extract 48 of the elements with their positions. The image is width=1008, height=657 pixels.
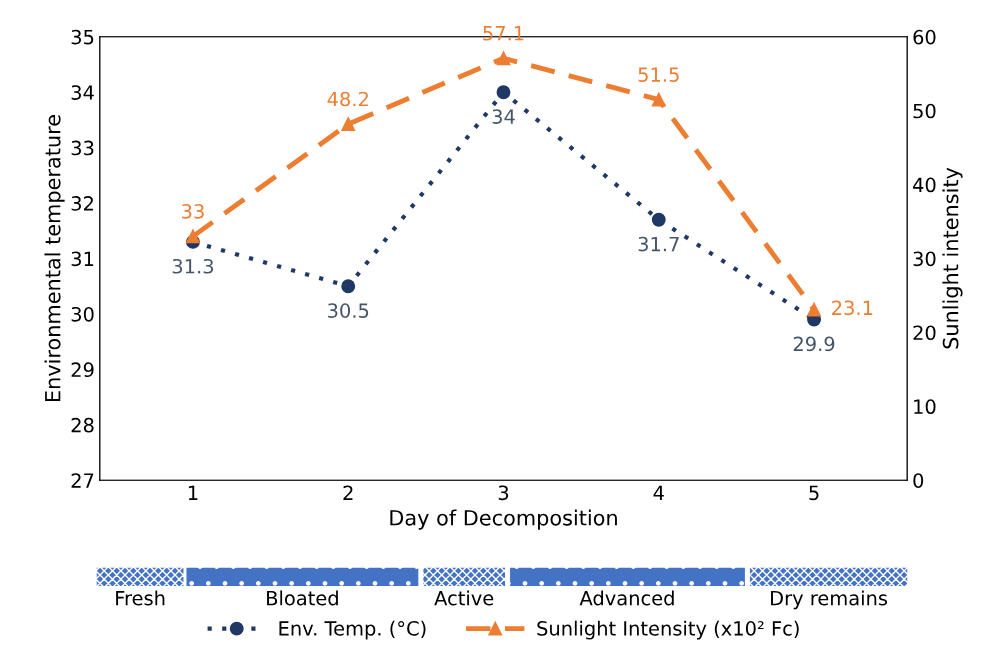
text: Advanced [579,590,674,606]
y2-tick-label: 50 [913,103,936,119]
y-tick-label: 29 [71,362,94,378]
y-tick-label: 31 [71,251,94,267]
y2-tick-label: 0 [913,473,924,488]
text: Fresh [116,590,165,606]
point [496,51,511,66]
point [651,212,666,227]
point [496,85,511,100]
point [186,229,200,244]
x-tick-label: 1 [188,485,198,500]
point [341,279,356,294]
data-label: 23.1 [832,300,873,316]
y-tick-label: 30 [71,306,94,322]
x-tick-label: 3 [498,485,509,501]
text: Bloated [267,590,338,606]
data-label: 30.5 [328,303,369,318]
x-axis-title: Day of Decomposition [390,509,617,530]
y-tick-label: 34 [71,85,94,100]
y2-axis-title: Sunlight intensity [942,167,963,349]
x-tick-label: 2 [343,485,353,500]
y2-tick-label: 10 [914,399,936,415]
legend-label: Env. Temp. (°C) [279,620,426,640]
y-tick-label: 35 [71,29,94,45]
y-tick-label: 32 [71,196,93,211]
data-label: 33 [182,203,204,219]
x-tick-label: 4 [653,485,664,500]
y2-tick-label: 20 [913,325,936,341]
y-tick-label: 27 [71,473,94,488]
legend-label: Sunlight Intensity (x10² Fc) [537,620,799,640]
y2-tick-label: 30 [913,251,936,267]
y2-tick-label: 40 [913,177,936,193]
data-label: 34 [492,109,515,124]
y-axis-title: Environmental temperature [44,115,65,402]
text: Dry remains [771,590,888,610]
data-label: 29.9 [793,336,835,352]
data-label: 48.2 [327,91,368,107]
y2-tick-label: 60 [913,29,936,45]
point [807,302,821,317]
y-tick-label: 28 [71,417,94,433]
data-label: 51.5 [638,67,679,82]
text: Active [434,590,494,606]
data-label: 31.3 [172,258,214,274]
point [651,92,666,107]
y-tick-label: 33 [71,140,94,156]
data-label: 31.7 [638,236,679,252]
x-tick-label: 5 [809,485,819,501]
point [341,117,356,131]
